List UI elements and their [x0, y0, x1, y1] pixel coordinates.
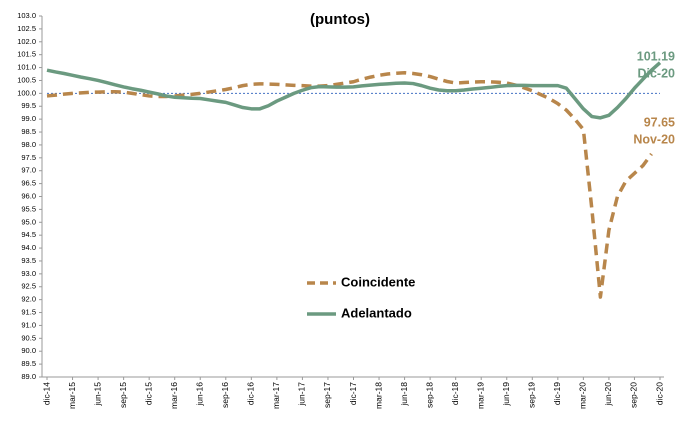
y-tick-label: 97.0 [21, 166, 36, 175]
x-tick-label: dic-14 [41, 382, 51, 405]
x-tick-label: jun-15 [92, 382, 102, 407]
x-tick-label: mar-20 [578, 382, 588, 409]
x-tick-label: sep-18 [424, 382, 434, 408]
x-tick-label: sep-17 [322, 382, 332, 408]
x-tick-label: sep-20 [629, 382, 639, 408]
legend-label: Coincidente [341, 274, 415, 289]
y-tick-label: 94.5 [21, 230, 36, 239]
y-tick-label: 91.0 [21, 320, 36, 329]
y-tick-label: 102.5 [17, 24, 36, 33]
y-tick-label: 97.5 [21, 153, 36, 162]
y-tick-label: 99.5 [21, 101, 36, 110]
y-tick-label: 94.0 [21, 243, 36, 252]
y-tick-label: 103.0 [17, 11, 36, 20]
y-tick-label: 93.0 [21, 269, 36, 278]
annotation: 97.65 [644, 115, 675, 129]
x-tick-label: mar-15 [67, 382, 77, 409]
y-tick-label: 99.0 [21, 114, 36, 123]
x-tick-label: jun-18 [399, 382, 409, 407]
legend-label: Adelantado [341, 305, 412, 320]
y-tick-label: 102.0 [17, 37, 36, 46]
y-tick-label: 89.0 [21, 372, 36, 381]
x-tick-label: jun-20 [603, 382, 613, 407]
x-tick-label: jun-17 [297, 382, 307, 407]
x-tick-label: mar-19 [475, 382, 485, 409]
series-line [46, 61, 662, 120]
y-tick-label: 89.5 [21, 359, 36, 368]
x-tick-label: jun-16 [195, 382, 205, 407]
x-tick-label: dic-15 [143, 382, 153, 405]
x-tick-label: dic-19 [552, 382, 562, 405]
y-tick-label: 90.0 [21, 346, 36, 355]
y-tick-label: 90.5 [21, 333, 36, 342]
x-tick-label: mar-16 [169, 382, 179, 409]
y-tick-label: 92.5 [21, 282, 36, 291]
annotation: Dic-20 [637, 66, 675, 80]
x-tick-label: sep-15 [118, 382, 128, 408]
x-tick-label: jun-19 [501, 382, 511, 407]
x-tick-label: dic-20 [654, 382, 664, 405]
x-tick-label: sep-19 [527, 382, 537, 408]
x-tick-label: dic-18 [450, 382, 460, 405]
y-tick-label: 95.5 [21, 204, 36, 213]
y-tick-label: 96.0 [21, 191, 36, 200]
y-tick-label: 92.0 [21, 295, 36, 304]
y-tick-label: 100.0 [17, 88, 36, 97]
y-tick-label: 101.0 [17, 63, 36, 72]
y-tick-label: 96.5 [21, 179, 36, 188]
annotation: 101.19 [637, 49, 675, 63]
x-tick-label: dic-16 [246, 382, 256, 405]
x-tick-label: mar-17 [271, 382, 281, 409]
y-tick-label: 93.5 [21, 256, 36, 265]
x-tick-label: dic-17 [348, 382, 358, 405]
y-tick-label: 101.5 [17, 50, 36, 59]
series-line [46, 70, 653, 299]
y-tick-label: 91.5 [21, 308, 36, 317]
chart-title: (puntos) [310, 11, 370, 28]
x-tick-label: sep-16 [220, 382, 230, 408]
y-tick-label: 98.5 [21, 127, 36, 136]
y-tick-label: 100.5 [17, 75, 36, 84]
y-tick-label: 98.0 [21, 140, 36, 149]
y-tick-label: 95.0 [21, 217, 36, 226]
annotation: Nov-20 [633, 132, 675, 146]
x-tick-label: mar-18 [373, 382, 383, 409]
